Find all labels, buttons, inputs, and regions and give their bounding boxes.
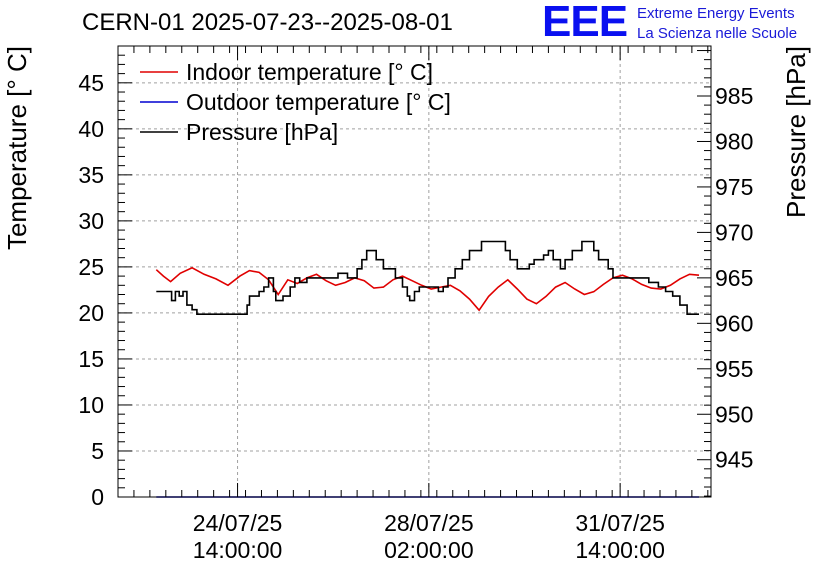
legend: Indoor temperature [° C] Outdoor temperat… [140, 59, 451, 145]
bottom-axis-tick-label-date: 24/07/25 [193, 510, 283, 536]
left-axis-tick-label: 5 [91, 438, 104, 464]
left-axis-tick-label: 30 [78, 208, 104, 234]
plot-border [117, 45, 712, 498]
axis-tick-labels: 0 5 10 15 20 25 30 35 40 45 945 950 955 960 965 970 975 9… [78, 70, 753, 563]
right-axis-tick-label: 955 [715, 356, 753, 382]
right-axis-tick-label: 980 [715, 128, 753, 154]
chart-title: CERN-01 2025-07-23--2025-08-01 [82, 9, 453, 36]
left-axis-tick-label: 35 [78, 162, 104, 188]
legend-entry-label: Outdoor temperature [° C] [186, 89, 451, 115]
right-axis-tick-label: 960 [715, 310, 753, 336]
eee-logo-mark: EEE [542, 0, 628, 46]
indoor-temperature-series-line [155, 266, 700, 312]
right-axis-title: Pressure [hPa] [781, 46, 811, 218]
grid-lines [118, 46, 711, 497]
left-axis-title: Temperature [° C] [2, 46, 32, 250]
bottom-axis-tick-label-date: 31/07/25 [575, 510, 665, 536]
left-axis-tick-label: 10 [78, 392, 104, 418]
logo-line-2: La Scienza nelle Scuole [637, 25, 798, 42]
legend-entry-label: Pressure [hPa] [186, 119, 338, 145]
bottom-axis-tick-label-time: 14:00:00 [193, 537, 283, 563]
right-axis-tick-label: 950 [715, 401, 753, 427]
left-axis-tick-label: 25 [78, 254, 104, 280]
left-axis-tick-label: 45 [78, 70, 104, 96]
logo-line-1: Extreme Energy Events [637, 5, 795, 22]
bottom-axis-tick-label-date: 28/07/25 [384, 510, 474, 536]
series-group [155, 240, 700, 498]
pressure-series-line [156, 240, 699, 315]
left-axis-tick-label: 15 [78, 346, 104, 372]
legend-entry-label: Indoor temperature [° C] [186, 59, 433, 85]
right-axis-tick-label: 975 [715, 174, 753, 200]
left-axis-tick-label: 40 [78, 116, 104, 142]
plot-frame [117, 45, 712, 498]
left-axis-tick-label: 20 [78, 300, 104, 326]
left-axis-tick-label: 0 [91, 484, 104, 510]
axis-ticks [117, 45, 711, 498]
axis-titles: Temperature [° C] Pressure [hPa] [2, 46, 811, 250]
right-axis-tick-label: 970 [715, 219, 753, 245]
right-axis-tick-label: 985 [715, 83, 753, 109]
bottom-axis-tick-label-time: 02:00:00 [384, 537, 474, 563]
bottom-axis-tick-label-time: 14:00:00 [575, 537, 665, 563]
right-axis-tick-label: 945 [715, 447, 753, 473]
eee-logo: EEE Extreme Energy Events La Scienza nel… [542, 0, 836, 46]
right-axis-tick-label: 965 [715, 265, 753, 291]
